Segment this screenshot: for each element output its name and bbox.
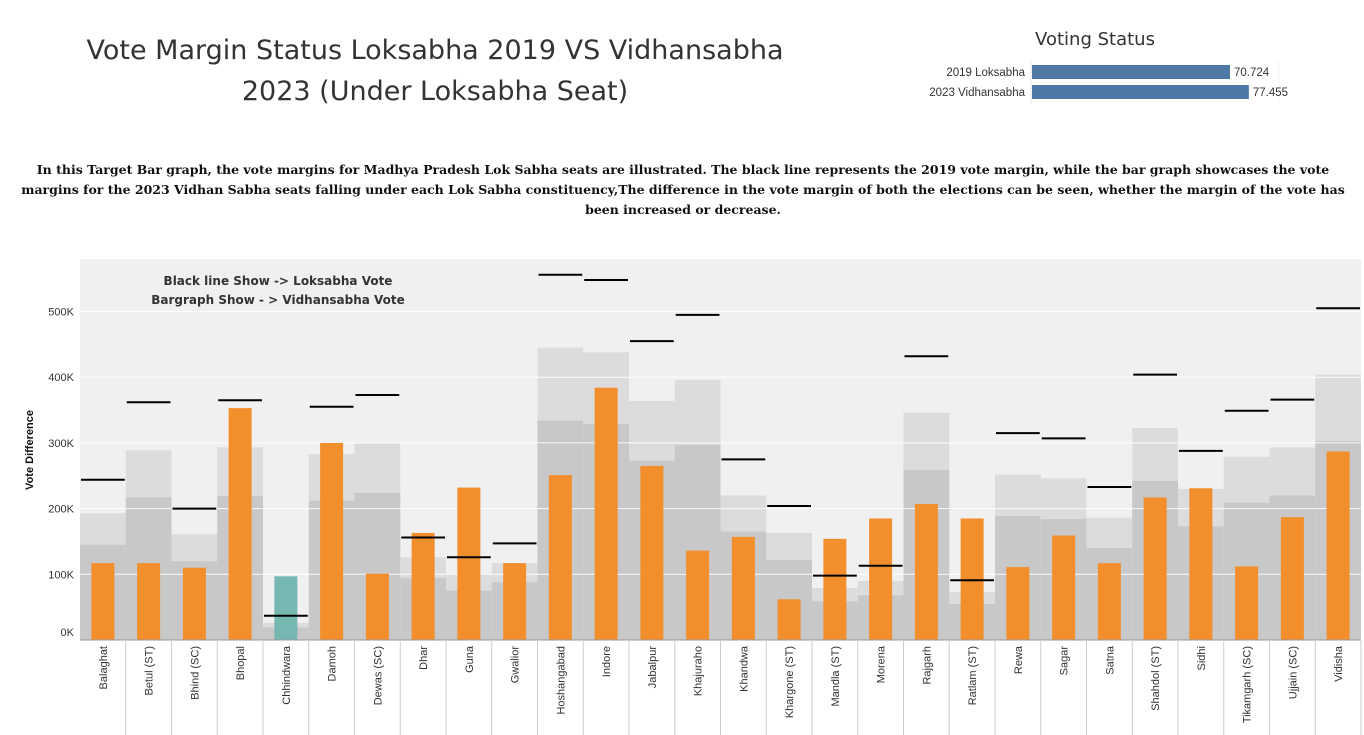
vidhansabha-bar [594, 387, 618, 640]
x-tick-label: Vidisha [1333, 645, 1345, 682]
x-tick-label: Satna [1104, 645, 1116, 675]
vidhansabha-bar [1280, 517, 1304, 640]
x-tick-label: Sagar [1059, 646, 1071, 676]
vidhansabha-bar [503, 563, 527, 640]
vidhansabha-bar [1189, 488, 1213, 640]
x-tick-label: Khajuraho [693, 646, 705, 696]
voting-status-title: Voting Status [1035, 29, 1155, 50]
x-tick-label: Jabalpur [647, 646, 659, 689]
y-tick-label: 100K [48, 569, 74, 581]
x-tick-label: Bhind (SC) [189, 646, 201, 700]
x-tick-label: Damoh [327, 646, 339, 681]
vidhansabha-bar [731, 536, 755, 640]
vidhansabha-bar [182, 567, 206, 640]
vidhansabha-bar [228, 408, 252, 640]
vidhansabha-bar [640, 465, 664, 640]
x-tick-label: Hoshangabad [555, 646, 567, 715]
x-tick-label: Rajgarh [921, 646, 933, 685]
x-tick-label: Morena [876, 645, 888, 683]
voting-status-chart: 2019 Loksabha 70.724 2023 Vidhansabha 77.45… [929, 61, 1288, 103]
chart-annotation: Black line Show -> Loksabha Vote [164, 274, 393, 288]
x-tick-label: Balaghat [98, 646, 110, 689]
x-tick-label: Ratlam (ST) [967, 646, 979, 705]
vidhansabha-bar [1326, 451, 1350, 640]
x-tick-label: Guna [464, 645, 476, 673]
vidhansabha-bar [365, 573, 389, 640]
vidhansabha-bar [274, 576, 298, 640]
x-tick-label: Dhar [418, 646, 430, 670]
x-tick-label: Dewas (SC) [372, 646, 384, 705]
vidhansabha-bar [1143, 497, 1167, 640]
vidhansabha-bar [1006, 567, 1030, 640]
status-row-label: 2023 Vidhansabha [929, 87, 1025, 99]
status-bar [1032, 85, 1249, 99]
x-tick-label: Indore [601, 646, 613, 677]
x-tick-label: Khargone (ST) [784, 646, 796, 718]
vidhansabha-bar [914, 504, 938, 640]
vidhansabha-bar [1235, 566, 1259, 640]
x-tick-label: Khandwa [738, 645, 750, 692]
vidhansabha-bar [137, 563, 161, 640]
vidhansabha-bar [686, 550, 710, 640]
x-tick-label: Shahdol (ST) [1150, 646, 1162, 711]
x-tick-label: Sidhi [1196, 646, 1208, 670]
x-tick-label: Tikamgarh (SC) [1242, 646, 1254, 723]
vidhansabha-bar [548, 475, 572, 640]
status-value-label: 70.724 [1234, 67, 1270, 79]
vidhansabha-bar [1052, 535, 1076, 640]
x-tick-label: Bhopal [235, 646, 247, 680]
y-tick-label: 0K [61, 627, 75, 639]
status-bar [1032, 65, 1231, 79]
y-tick-label: 200K [48, 504, 74, 516]
vidhansabha-bar [91, 563, 115, 640]
y-tick-label: 400K [48, 372, 74, 384]
y-tick-label: 500K [48, 307, 74, 319]
x-tick-label: Betul (ST) [144, 646, 156, 696]
vidhansabha-bar [823, 538, 847, 640]
vidhansabha-bar [1097, 563, 1121, 640]
x-tick-label: Chhindwara [281, 645, 293, 705]
target-bar-chart: 0K 100K 200K 300K 400K 500K Vote Difference Bal… [24, 259, 1362, 735]
vidhansabha-bar [411, 532, 435, 640]
status-row-label: 2019 Loksabha [946, 67, 1025, 79]
status-value-label: 77.455 [1253, 87, 1288, 99]
vidhansabha-bar [320, 442, 344, 640]
page-title: Vote Margin Status Loksabha 2019 VS Vidh… [86, 35, 784, 107]
y-tick-label: 300K [48, 438, 74, 450]
chart-annotation: Bargraph Show - > Vidhansabha Vote [151, 293, 405, 307]
description-text: In this Target Bar graph, the vote margi… [21, 162, 1345, 217]
x-tick-label: Gwalior [510, 646, 522, 684]
x-tick-label: Rewa [1013, 645, 1025, 674]
vidhansabha-bar [869, 518, 893, 640]
x-tick-label: Mandla (ST) [830, 646, 842, 707]
vidhansabha-bar [777, 599, 801, 640]
x-tick-label: Ujjain (SC) [1287, 646, 1299, 699]
vidhansabha-bar [457, 487, 481, 640]
y-axis-label: Vote Difference [24, 410, 36, 490]
